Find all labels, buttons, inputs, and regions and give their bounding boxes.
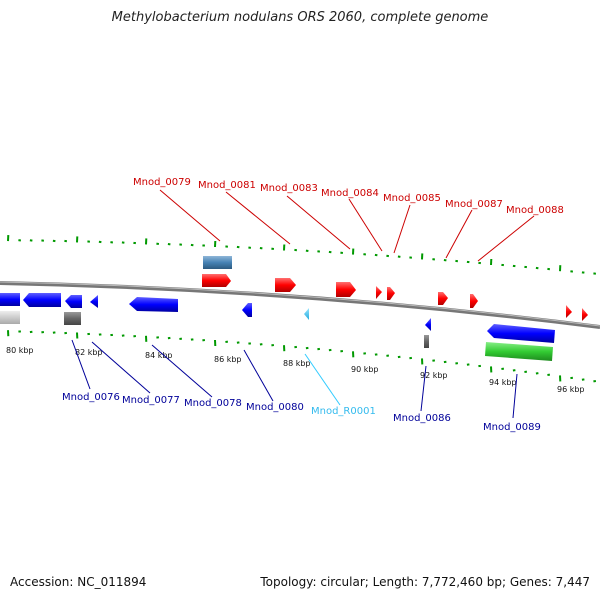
- gene-mnod-0084[interactable]: [376, 286, 382, 299]
- tick-label-84: 84 kbp: [145, 351, 173, 360]
- gene-edge-2[interactable]: [582, 308, 588, 321]
- rna-mnod-r0001[interactable]: [304, 308, 309, 320]
- label-mnod-0085[interactable]: Mnod_0085: [383, 193, 441, 204]
- label-mnod-0080[interactable]: Mnod_0080: [246, 402, 304, 413]
- callout-line-0079: [159, 189, 221, 242]
- tick-label-80: 80 kbp: [6, 346, 34, 355]
- bottom-labels: Mnod_0076 Mnod_0077 Mnod_0078 Mnod_0080 …: [62, 339, 541, 433]
- label-mnod-0081[interactable]: Mnod_0081: [198, 180, 256, 191]
- label-mnod-0078[interactable]: Mnod_0078: [184, 398, 242, 409]
- callout-line-0078: [151, 344, 213, 398]
- backbone: [0, 281, 600, 329]
- label-mnod-0086[interactable]: Mnod_0086: [393, 413, 451, 424]
- label-mnod-0079[interactable]: Mnod_0079: [133, 177, 191, 188]
- tick-label-94: 94 kbp: [489, 378, 517, 387]
- label-mnod-r0001[interactable]: Mnod_R0001: [311, 406, 376, 417]
- pseudo-feature-1[interactable]: [0, 311, 20, 324]
- label-mnod-0089[interactable]: Mnod_0089: [483, 422, 541, 433]
- label-mnod-0084[interactable]: Mnod_0084: [321, 188, 379, 199]
- map-title: Methylobacterium nodulans ORS 2060, comp…: [111, 10, 489, 25]
- gene-mnod-0087[interactable]: [438, 292, 448, 305]
- topology-text: Topology: circular; Length: 7,772,460 bp…: [260, 575, 590, 589]
- callout-line-0081: [225, 191, 291, 245]
- callout-line-0086: [420, 365, 427, 412]
- callout-line-0087: [445, 209, 473, 259]
- tick-labels: 80 kbp 82 kbp 84 kbp 86 kbp 88 kbp 90 kb…: [6, 346, 585, 394]
- accession-text: Accession: NC_011894: [10, 575, 147, 589]
- gene-mnod-0085[interactable]: [387, 287, 395, 300]
- callout-line-0084: [348, 198, 383, 252]
- gene-mnod-0078[interactable]: [129, 297, 178, 312]
- gene-mnod-0086[interactable]: [425, 318, 431, 331]
- callout-line-r0001: [304, 353, 341, 406]
- callout-line-0089: [512, 373, 518, 419]
- callout-line-0088: [477, 215, 535, 262]
- label-mnod-0087[interactable]: Mnod_0087: [445, 199, 503, 210]
- gene-mnod-0089[interactable]: [487, 324, 555, 343]
- feature-group-forward: [202, 256, 588, 321]
- callout-line-0083: [286, 195, 351, 250]
- tick-label-96: 96 kbp: [557, 385, 585, 394]
- tick-label-82: 82 kbp: [75, 348, 103, 357]
- gene-mnod-0088[interactable]: [470, 294, 478, 308]
- callout-line-0076: [71, 339, 91, 390]
- misc-feature[interactable]: [203, 256, 232, 269]
- gene-mnod-0081[interactable]: [275, 278, 296, 292]
- gene-mnod-0076[interactable]: [23, 293, 61, 307]
- tick-label-92: 92 kbp: [420, 371, 448, 380]
- feature-group-reverse: [0, 293, 555, 361]
- tick-row-bottom: [7, 330, 597, 383]
- label-mnod-0076[interactable]: Mnod_0076: [62, 392, 120, 403]
- pseudo-feature-2[interactable]: [64, 312, 81, 325]
- tick-label-86: 86 kbp: [214, 355, 242, 364]
- tick-label-88: 88 kbp: [283, 359, 311, 368]
- gene-mnod-0075[interactable]: [0, 293, 20, 306]
- other-feature[interactable]: [485, 342, 553, 361]
- label-mnod-0088[interactable]: Mnod_0088: [506, 205, 564, 216]
- gene-mnod-0077[interactable]: [65, 295, 82, 308]
- gene-mnod-0079[interactable]: [202, 274, 231, 287]
- pseudo-feature-3[interactable]: [424, 335, 429, 348]
- label-mnod-0077[interactable]: Mnod_0077: [122, 395, 180, 406]
- label-mnod-0083[interactable]: Mnod_0083: [260, 183, 318, 194]
- tick-row-top: [7, 235, 597, 275]
- gene-edge-1[interactable]: [566, 305, 572, 318]
- gene-mnod-0080[interactable]: [242, 303, 252, 317]
- tick-label-90: 90 kbp: [351, 365, 379, 374]
- gene-mnod-0077b[interactable]: [90, 295, 98, 308]
- gene-mnod-0083[interactable]: [336, 282, 356, 297]
- callout-line-0080: [243, 349, 274, 402]
- callout-line-0085: [393, 204, 411, 254]
- backbone-highlight: [0, 281, 600, 327]
- top-labels: Mnod_0079 Mnod_0081 Mnod_0083 Mnod_0084 …: [133, 177, 564, 262]
- callout-line-0077: [91, 341, 151, 394]
